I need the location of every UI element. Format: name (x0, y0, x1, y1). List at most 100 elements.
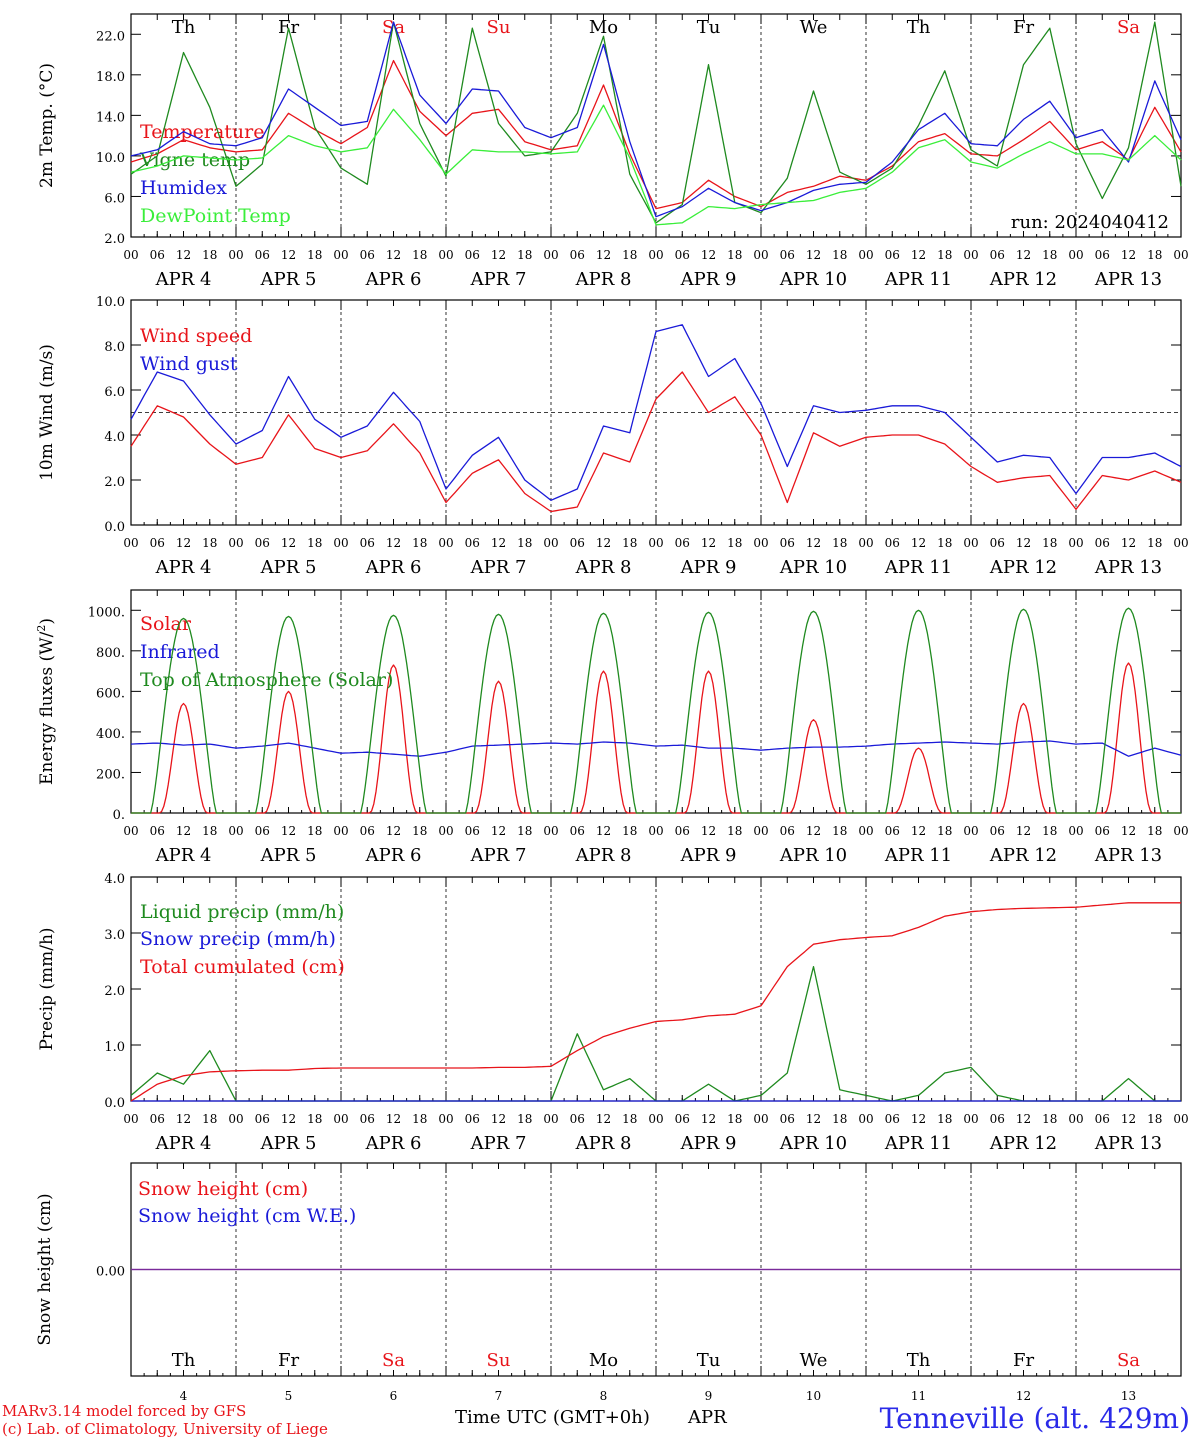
y-tick-label: 0.0 (104, 1096, 125, 1111)
hour-label: 00 (333, 1112, 348, 1126)
hour-label: 06 (675, 824, 690, 838)
hour-label: 00 (228, 248, 243, 262)
date-label: APR 12 (989, 1133, 1057, 1154)
date-label: APR 4 (155, 269, 212, 290)
day-name: Th (172, 17, 196, 38)
y-axis-label: Snow height (cm) (35, 1193, 55, 1345)
hour-label: 00 (333, 536, 348, 550)
hour-label: 18 (202, 536, 217, 550)
hour-label: 18 (307, 1112, 322, 1126)
date-label: APR 8 (575, 845, 632, 866)
hour-label: 18 (622, 536, 637, 550)
hour-label: 06 (1095, 248, 1110, 262)
legend-entry: DewPoint Temp (140, 205, 291, 227)
y-tick-label: 2.0 (104, 232, 125, 247)
hour-label: 12 (176, 248, 191, 262)
hour-label: 06 (360, 824, 375, 838)
y-tick-label: 22.0 (96, 29, 125, 44)
hour-label: 06 (570, 824, 585, 838)
date-label: APR 7 (470, 845, 527, 866)
hour-label: 06 (465, 1112, 480, 1126)
hour-label: 00 (963, 824, 978, 838)
hour-label: 12 (596, 824, 611, 838)
date-label: APR 5 (260, 269, 317, 290)
date-label: APR 6 (365, 845, 422, 866)
x-axis-label: Time UTC (GMT+0h) (455, 1407, 650, 1428)
y-tick-label: 200. (96, 767, 125, 782)
y-tick-label: 10.0 (96, 295, 125, 310)
hour-label: 12 (806, 1112, 821, 1126)
hour-label: 12 (911, 536, 926, 550)
day-number: 8 (600, 1389, 608, 1403)
hour-label: 12 (1121, 536, 1136, 550)
hour-label: 18 (202, 824, 217, 838)
hour-label: 12 (596, 1112, 611, 1126)
day-number: 10 (806, 1389, 821, 1403)
y-tick-label: 400. (96, 727, 125, 742)
hour-label: 18 (412, 824, 427, 838)
day-name: Sa (1117, 1350, 1140, 1371)
hour-label: 06 (255, 1112, 270, 1126)
hour-label: 06 (1095, 1112, 1110, 1126)
hour-label: 06 (990, 248, 1005, 262)
hour-label: 06 (675, 1112, 690, 1126)
hour-label: 06 (885, 824, 900, 838)
series-line-top-of-atmosphere-solar- (131, 607, 1181, 814)
hour-label: 18 (307, 824, 322, 838)
hour-label: 00 (1173, 1112, 1188, 1126)
y-tick-label: 800. (96, 646, 125, 661)
y-axis-label: Energy fluxes (W/2) (35, 618, 57, 785)
date-label: APR 11 (884, 557, 952, 578)
hour-label: 00 (858, 824, 873, 838)
hour-label: 18 (202, 1112, 217, 1126)
series-line-wind-speed (130, 371, 1182, 513)
y-tick-label: 14.0 (96, 110, 125, 125)
day-name: Th (907, 17, 931, 38)
hour-label: 00 (858, 1112, 873, 1126)
hour-label: 12 (491, 824, 506, 838)
y-tick-label: 6.0 (104, 191, 125, 206)
hour-label: 18 (412, 248, 427, 262)
hour-label: 00 (1068, 824, 1083, 838)
hour-label: 06 (1095, 824, 1110, 838)
hour-label: 00 (1173, 248, 1188, 262)
hour-label: 00 (123, 536, 138, 550)
series-line-wind-gust (130, 324, 1182, 501)
date-label: APR 10 (779, 557, 847, 578)
y-tick-label: 3.0 (104, 928, 125, 943)
hour-label: 06 (780, 824, 795, 838)
hour-label: 06 (150, 248, 165, 262)
hour-label: 12 (806, 824, 821, 838)
hour-label: 18 (937, 248, 952, 262)
hour-label: 06 (780, 1112, 795, 1126)
legend-entry: Wind gust (140, 353, 238, 375)
hour-label: 06 (1095, 536, 1110, 550)
hour-label: 18 (727, 1112, 742, 1126)
date-label: APR 6 (365, 557, 422, 578)
hour-label: 18 (832, 824, 847, 838)
hour-label: 18 (832, 248, 847, 262)
date-label: APR 9 (680, 845, 737, 866)
hour-label: 06 (465, 536, 480, 550)
y-axis-label: Precip (mm/h) (37, 927, 57, 1050)
date-label: APR 9 (680, 269, 737, 290)
hour-label: 06 (675, 248, 690, 262)
day-name: Mo (589, 1350, 618, 1371)
day-number: 6 (390, 1389, 398, 1403)
legend-entry: Top of Atmosphere (Solar) (140, 669, 393, 691)
panel-5: 0.00 Snow height (cm) Th 4 Fr 5 Sa 6 Su 7 Mo 8 Tu 9 We… (35, 1162, 1182, 1403)
hour-label: 12 (491, 248, 506, 262)
hour-label: 00 (543, 248, 558, 262)
hour-label: 18 (622, 1112, 637, 1126)
hour-label: 18 (1042, 824, 1057, 838)
plot-frame (130, 13, 1182, 238)
hour-label: 00 (1068, 1112, 1083, 1126)
legend-entry: Humidex (140, 177, 227, 199)
hour-label: 18 (307, 536, 322, 550)
run-label: run: 2024040412 (1011, 212, 1169, 233)
hour-label: 06 (360, 248, 375, 262)
hour-label: 06 (885, 1112, 900, 1126)
hour-label: 12 (386, 1112, 401, 1126)
hour-label: 12 (1121, 824, 1136, 838)
lab-credit: (c) Lab. of Climatology, University of L… (2, 1420, 328, 1438)
